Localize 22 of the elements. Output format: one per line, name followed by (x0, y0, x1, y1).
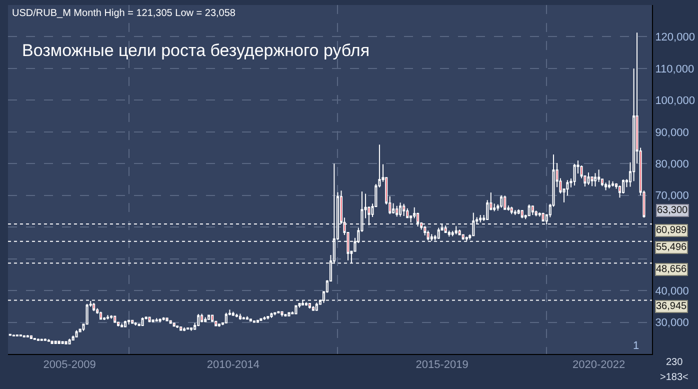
ref-line-label: 60,989 (656, 225, 688, 236)
y-tick-label: 120,000 (655, 32, 695, 44)
y-tick-label: 90,000 (655, 126, 689, 139)
chart-subtitle: USD/RUB_M Month High = 121,305 Low = 23,058 (12, 8, 236, 19)
y-tick-label: 40,000 (655, 285, 689, 298)
y-tick-label: 110,000 (655, 63, 694, 76)
x-tick-label: 2020-2022 (572, 359, 626, 372)
text: 230 (666, 357, 684, 368)
ref-line-label: 55,496 (656, 242, 688, 253)
y-tick-label: 70,000 (655, 190, 689, 202)
annotation: 1 (633, 340, 640, 352)
text: Возможные цели роста безудержного рубля (22, 40, 370, 60)
x-tick-label: 2015-2019 (416, 359, 468, 372)
ref-line-label: 36,945 (656, 301, 688, 312)
y-tick-label: 100,000 (655, 95, 695, 108)
ref-line-label: 48,656 (656, 264, 688, 275)
y-tick-label: 30,000 (655, 317, 689, 330)
x-tick-label: 2010-2014 (206, 359, 260, 372)
x-tick-label: 2005-2009 (43, 359, 96, 372)
y-tick-label: 80,000 (655, 158, 689, 170)
annotation: 63,300 (657, 205, 688, 216)
text: >183< (660, 372, 689, 383)
